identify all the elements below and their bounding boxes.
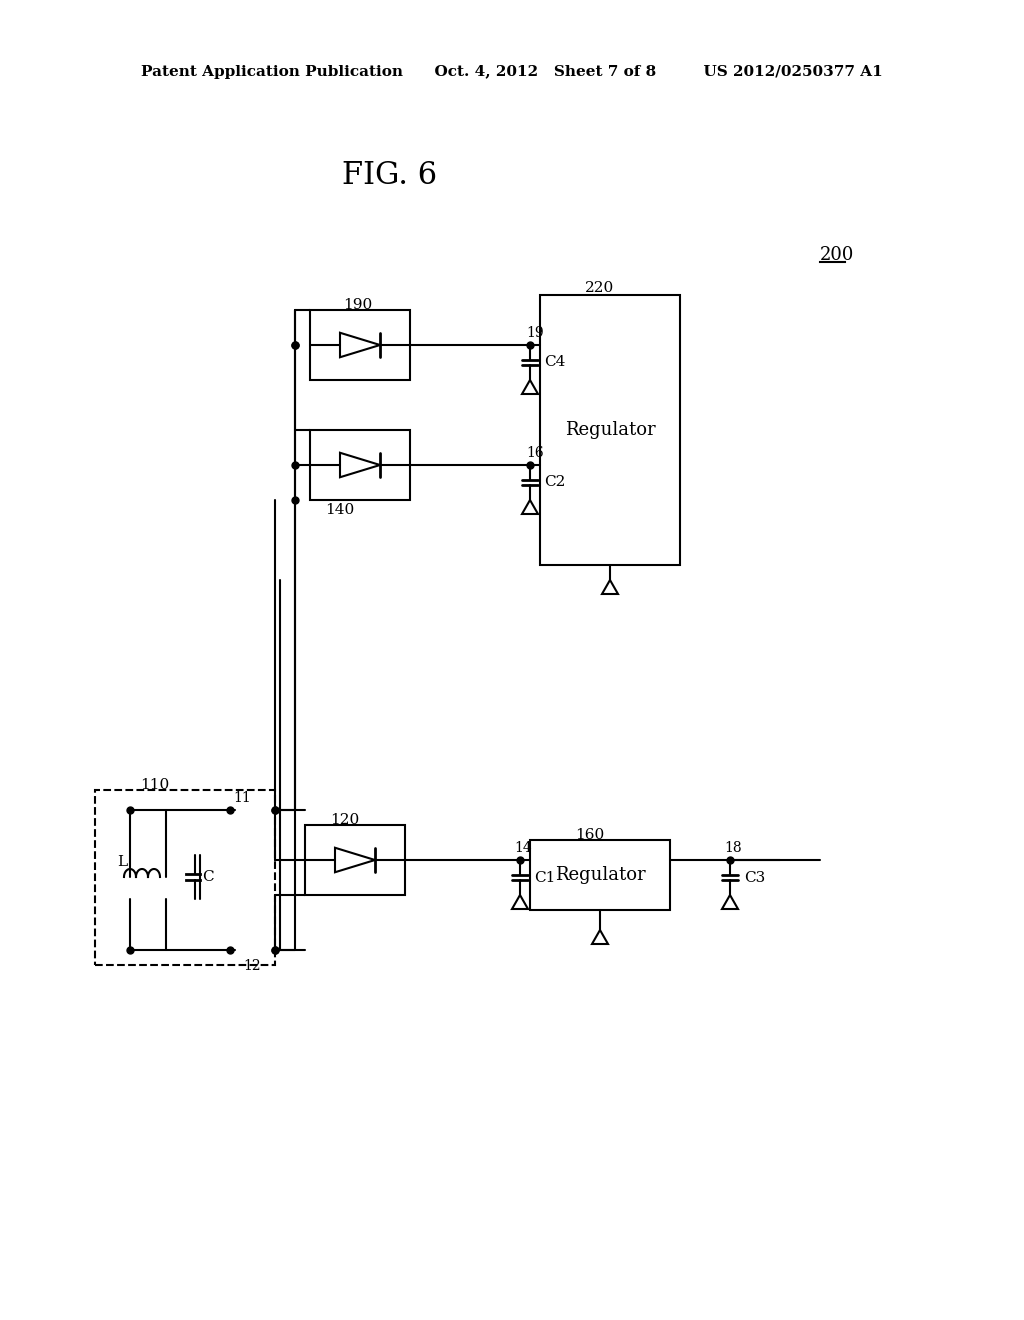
Text: L: L [117, 855, 127, 869]
Text: 11: 11 [233, 791, 251, 805]
Text: 12: 12 [243, 960, 261, 973]
Bar [305, 825, 406, 895]
Text: 200: 200 [820, 246, 854, 264]
Text: C2: C2 [544, 475, 565, 490]
Text: C1: C1 [534, 870, 555, 884]
Text: C4: C4 [544, 355, 565, 370]
Text: 19: 19 [526, 326, 544, 341]
Text: 110: 110 [140, 777, 170, 792]
Bar [310, 310, 410, 380]
Text: Regulator: Regulator [555, 866, 645, 884]
Bar [95, 789, 275, 965]
Text: C: C [202, 870, 214, 884]
Text: 120: 120 [331, 813, 359, 828]
Text: 16: 16 [526, 446, 544, 459]
Text: 190: 190 [343, 298, 373, 312]
Text: 160: 160 [575, 828, 604, 842]
Text: 140: 140 [326, 503, 354, 517]
Text: FIG. 6: FIG. 6 [342, 160, 437, 190]
Text: Regulator: Regulator [564, 421, 655, 440]
Text: C3: C3 [744, 870, 765, 884]
Bar [530, 840, 670, 909]
Text: Patent Application Publication      Oct. 4, 2012   Sheet 7 of 8         US 2012/: Patent Application Publication Oct. 4, 2… [141, 65, 883, 79]
Bar [310, 430, 410, 500]
Text: 14: 14 [514, 841, 531, 855]
Text: 220: 220 [586, 281, 614, 294]
Bar [540, 294, 680, 565]
Text: 18: 18 [724, 841, 741, 855]
